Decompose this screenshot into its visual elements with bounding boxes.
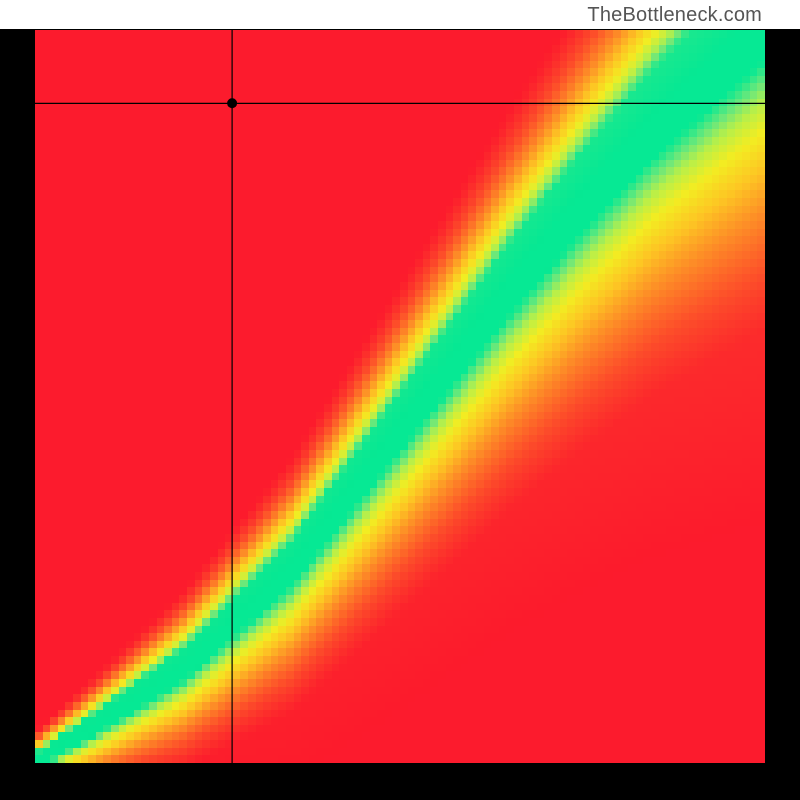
chart-container: TheBottleneck.com bbox=[0, 0, 800, 800]
watermark-text: TheBottleneck.com bbox=[587, 4, 762, 27]
heatmap-canvas bbox=[0, 0, 800, 800]
